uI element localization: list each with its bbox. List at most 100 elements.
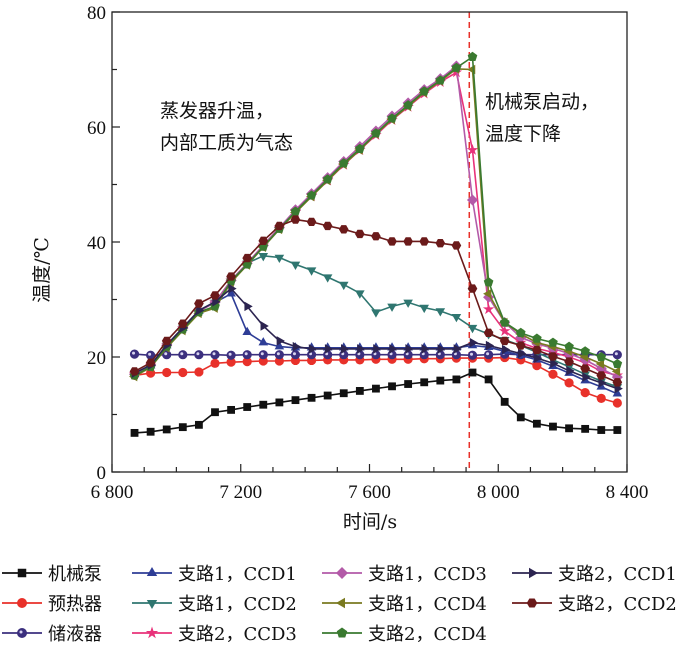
legend-item: 支路2，CCD2: [512, 594, 677, 615]
data-point: [258, 337, 269, 346]
data-point: [290, 206, 301, 216]
data-point: [596, 371, 607, 380]
data-point: [307, 393, 316, 402]
data-point: [549, 422, 557, 431]
data-point: [276, 336, 285, 346]
data-point: [451, 241, 462, 250]
y-tick-label: 80: [87, 3, 106, 24]
data-point: [274, 254, 285, 264]
data-point: [435, 238, 446, 248]
legend-label: 储液器: [48, 624, 102, 645]
legend-label: 支路1，CCD1: [178, 564, 297, 585]
data-point: [322, 274, 333, 283]
data-point: [292, 341, 301, 352]
data-point: [499, 325, 511, 336]
annotation-line: 内部工质为气态: [160, 132, 293, 154]
series-line: [134, 287, 618, 390]
data-point: [437, 344, 446, 354]
data-point: [526, 598, 538, 608]
y-tick-label: 20: [87, 348, 106, 369]
data-point: [162, 425, 171, 434]
data-point-highlight: [486, 352, 490, 356]
data-point: [405, 344, 414, 354]
data-point: [484, 375, 493, 384]
data-point: [162, 367, 172, 378]
data-point: [403, 237, 413, 246]
data-point: [339, 389, 348, 398]
data-point: [338, 281, 349, 291]
data-point: [564, 357, 574, 366]
annotation-pump-start: 机械泵启动， 温度下降: [485, 91, 599, 145]
data-point: [194, 299, 204, 308]
data-point: [516, 413, 525, 422]
legend-item: 支路2，CCD4: [322, 624, 487, 645]
data-point: [226, 272, 236, 281]
x-tick-label: 6 800: [91, 482, 134, 503]
data-point: [515, 327, 526, 337]
data-point: [468, 368, 477, 377]
data-point: [453, 344, 462, 354]
data-point: [595, 362, 607, 375]
legend-label: 支路1，CCD4: [368, 594, 487, 615]
data-point: [612, 358, 623, 368]
data-point: [373, 344, 382, 354]
data-point: [146, 427, 155, 436]
x-tick-label: 8 400: [606, 482, 649, 503]
data-point: [387, 237, 397, 246]
annotation-line: 蒸发器升温，: [160, 100, 274, 122]
data-point: [500, 397, 509, 406]
legend-label: 支路1，CCD2: [178, 594, 297, 615]
data-point: [161, 336, 172, 346]
legend-label: 支路2，CCD4: [368, 624, 487, 645]
legend-item: 支路1，CCD1: [132, 564, 297, 585]
data-point: [403, 299, 413, 308]
data-point: [372, 384, 380, 393]
data-point: [306, 190, 317, 200]
legend-label: 支路1，CCD3: [368, 564, 487, 585]
data-point: [259, 400, 268, 409]
data-point-highlight: [19, 630, 23, 634]
data-point-highlight: [148, 352, 152, 356]
data-point: [580, 388, 590, 398]
data-point: [518, 348, 527, 359]
data-point: [145, 358, 156, 367]
annotation-line: 温度下降: [485, 123, 561, 145]
data-point: [196, 305, 205, 316]
data-point: [355, 229, 365, 239]
data-point: [532, 419, 541, 428]
data-point: [467, 51, 478, 61]
data-point: [146, 567, 158, 576]
data-point: [596, 393, 606, 403]
data-point: [611, 371, 623, 383]
data-point: [322, 174, 333, 184]
data-point: [452, 375, 461, 384]
data-point: [211, 408, 219, 417]
annotation-line: 机械泵启动，: [485, 91, 599, 113]
data-point: [244, 301, 253, 312]
data-point-highlight: [228, 352, 232, 356]
data-point: [580, 346, 590, 356]
legend-item: 支路1，CCD3: [322, 564, 487, 585]
data-point: [482, 303, 495, 315]
series-line: [134, 356, 618, 404]
data-point: [501, 344, 511, 355]
y-tick-label: 40: [87, 233, 106, 254]
data-point: [435, 75, 446, 85]
data-point: [467, 324, 478, 334]
y-axis-label: 温度/℃: [31, 237, 53, 303]
legend-item: 支路2，CCD1: [512, 564, 677, 585]
annotation-evaporator: 蒸发器升温， 内部工质为气态: [160, 100, 293, 154]
legend-item: 支路1，CCD4: [322, 594, 487, 615]
data-point-highlight: [260, 352, 264, 356]
data-point: [308, 344, 318, 354]
data-point: [290, 261, 301, 270]
data-point: [581, 424, 590, 433]
axes: 6 800 7 200 7 600 8 000 8 400 0 20 40 60 80: [87, 3, 648, 503]
legend-item: 支路2，CCD3: [132, 624, 297, 645]
data-point: [130, 428, 139, 437]
legend-item: 支路1，CCD2: [132, 594, 297, 615]
data-point: [340, 344, 350, 354]
data-point: [566, 366, 575, 376]
legend-label: 预热器: [48, 594, 102, 615]
